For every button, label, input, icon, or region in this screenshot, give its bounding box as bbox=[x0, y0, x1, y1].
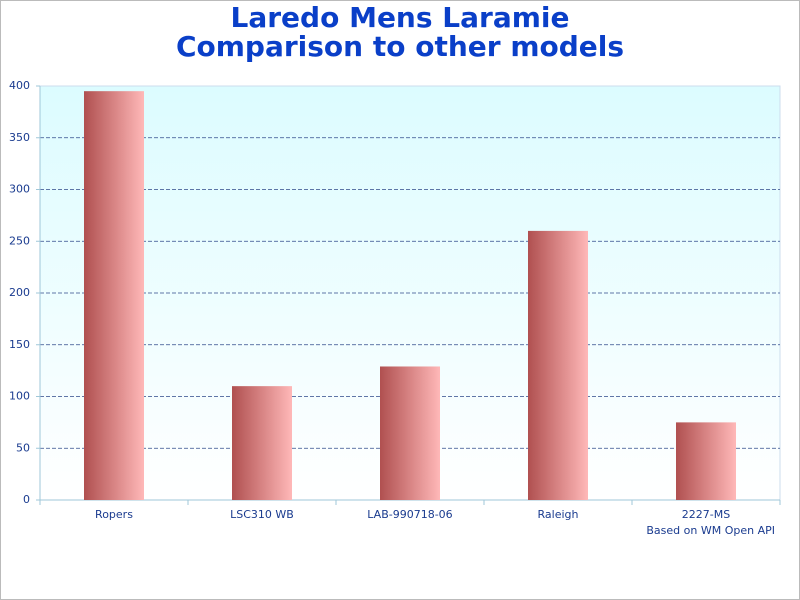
y-tick-label: 0 bbox=[23, 493, 30, 506]
y-tick-label: 400 bbox=[9, 79, 30, 92]
bar bbox=[84, 91, 144, 501]
x-tick-label: 2227-MS bbox=[682, 508, 730, 521]
y-tick-label: 350 bbox=[9, 131, 30, 144]
x-tick-label: Ropers bbox=[95, 508, 133, 521]
chart-title: Laredo Mens Laramie bbox=[231, 1, 570, 34]
x-tick-label: Raleigh bbox=[538, 508, 579, 521]
bar bbox=[676, 422, 736, 500]
y-tick-label: 200 bbox=[9, 286, 30, 299]
chart-title: Comparison to other models bbox=[176, 30, 624, 63]
x-tick-label: LSC310 WB bbox=[230, 508, 294, 521]
bar bbox=[380, 366, 440, 500]
y-tick-label: 150 bbox=[9, 338, 30, 351]
y-tick-label: 300 bbox=[9, 183, 30, 196]
x-tick-label: LAB-990718-06 bbox=[367, 508, 452, 521]
y-tick-label: 250 bbox=[9, 234, 30, 247]
bar bbox=[528, 230, 588, 500]
y-tick-label: 100 bbox=[9, 390, 30, 403]
bar bbox=[232, 386, 292, 500]
y-tick-label: 50 bbox=[16, 441, 30, 454]
note: Based on WM Open API bbox=[646, 524, 775, 537]
